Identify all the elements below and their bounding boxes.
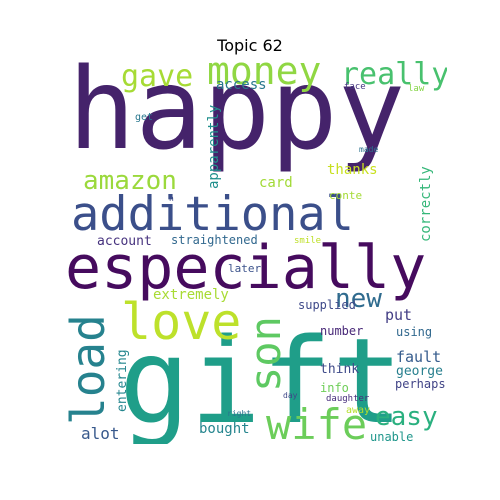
word-love: love xyxy=(121,293,242,351)
word-wife: wife xyxy=(266,400,368,445)
word-george: george xyxy=(396,364,443,379)
word-cloud: happy gift additional especially love so… xyxy=(63,60,447,444)
word-straightened: straightened xyxy=(171,233,258,247)
word-alot: alot xyxy=(81,424,120,443)
word-daughter: daughter xyxy=(326,394,370,404)
word-unable: unable xyxy=(370,430,414,444)
word-supplied: supplied xyxy=(298,298,356,312)
word-thanks: thanks xyxy=(327,162,378,178)
word-access: access xyxy=(216,77,267,93)
word-account: account xyxy=(97,234,152,249)
word-using: using xyxy=(396,325,433,339)
word-away: away xyxy=(346,405,371,416)
word-put: put xyxy=(385,306,413,324)
word-face: face xyxy=(344,82,366,92)
word-amazon: amazon xyxy=(83,166,177,196)
word-law: law xyxy=(408,84,425,94)
word-card: card xyxy=(259,175,293,191)
word-especially: especially xyxy=(65,233,427,303)
word-entering: entering xyxy=(115,349,130,412)
word-day: day xyxy=(283,391,298,400)
word-gift: gift xyxy=(119,312,404,444)
word-smile: smile xyxy=(294,236,322,246)
word-right: right xyxy=(227,409,252,418)
word-gave: gave xyxy=(121,60,194,94)
word-number: number xyxy=(320,324,364,338)
word-money: money xyxy=(207,60,322,93)
word-son: son xyxy=(241,316,290,392)
word-info: info xyxy=(320,381,349,395)
word-n: n xyxy=(169,194,174,203)
word-really: really xyxy=(341,60,447,92)
word-later: later xyxy=(228,262,262,275)
word-fault: fault xyxy=(396,348,442,366)
word-happy: happy xyxy=(68,60,406,175)
word-think: think xyxy=(320,362,360,377)
word-correctly: correctly xyxy=(418,166,434,242)
word-get: get xyxy=(135,112,154,123)
word-new: new xyxy=(335,284,382,314)
word-apparently: apparently xyxy=(206,104,222,189)
word-made: made xyxy=(359,145,379,154)
word-conte: conte xyxy=(329,189,363,202)
word-bought: bought xyxy=(199,421,250,437)
chart-title: Topic 62 xyxy=(217,36,283,55)
word-additional: additional xyxy=(71,187,354,242)
word-easy: easy xyxy=(375,402,438,432)
word-load: load xyxy=(63,314,115,425)
word-perhaps: perhaps xyxy=(395,377,446,391)
word-extremely: extremely xyxy=(153,287,229,303)
